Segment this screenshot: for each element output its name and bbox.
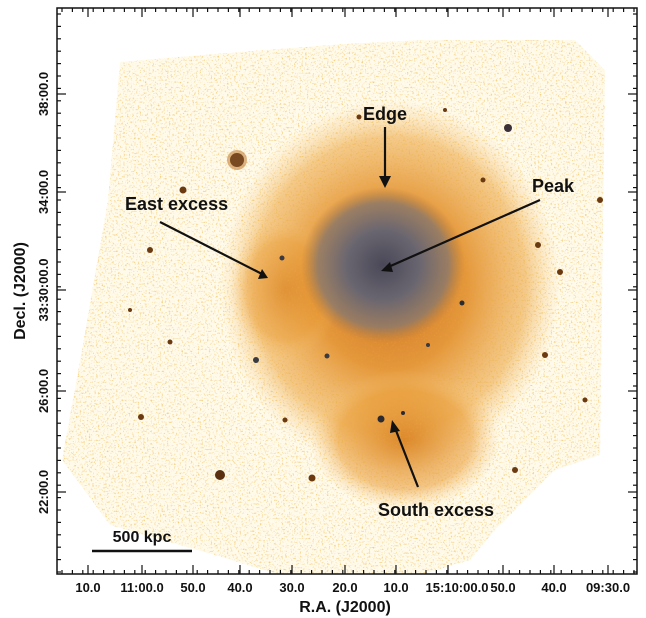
x-tick-label: 10.0 <box>75 580 100 595</box>
x-axis-title: R.A. (J2000) <box>299 599 391 616</box>
y-tick-label: 26:00.0 <box>36 369 51 413</box>
south-excess-label: South excess <box>378 500 494 520</box>
y-tick-label: 33:30:00.0 <box>36 259 51 322</box>
x-tick-label: 40.0 <box>227 580 252 595</box>
x-tick-label: 15:10:00.0 <box>426 580 489 595</box>
south-excess-arrow <box>393 427 420 488</box>
edge-label: Edge <box>363 104 407 124</box>
annotation-arrows <box>159 127 541 488</box>
y-axis-title: Decl. (J2000) <box>12 242 29 340</box>
x-tick-label: 11:00.0 <box>120 580 163 595</box>
east-excess-arrow <box>159 221 263 275</box>
x-tick-label: 40.0 <box>541 580 566 595</box>
x-tick-label: 50.0 <box>490 580 515 595</box>
axis-ticks <box>57 8 637 574</box>
observed-field <box>62 40 605 574</box>
y-tick-label: 34:00.0 <box>36 170 51 214</box>
peak-label: Peak <box>532 176 575 196</box>
east-excess-label: East excess <box>125 194 228 214</box>
y-tick-label: 38:00.0 <box>36 72 51 116</box>
y-axis-tick-labels: 38:00.0 34:00.0 33:30:00.0 26:00.0 22:00… <box>36 72 51 514</box>
x-axis-tick-labels: 10.0 11:00.0 50.0 40.0 30.0 20.0 10.0 15… <box>75 580 630 595</box>
scale-bar-label: 500 kpc <box>113 529 172 546</box>
x-tick-label: 30.0 <box>279 580 304 595</box>
plot-frame <box>56 7 638 575</box>
x-tick-label: 09:30.0 <box>586 580 630 595</box>
x-tick-label: 20.0 <box>332 580 357 595</box>
cluster-core <box>301 187 465 343</box>
x-tick-label: 10.0 <box>383 580 408 595</box>
x-tick-label: 50.0 <box>180 580 205 595</box>
point-sources <box>128 108 603 482</box>
y-tick-label: 22:00.0 <box>36 470 51 514</box>
peak-arrow <box>385 198 541 270</box>
